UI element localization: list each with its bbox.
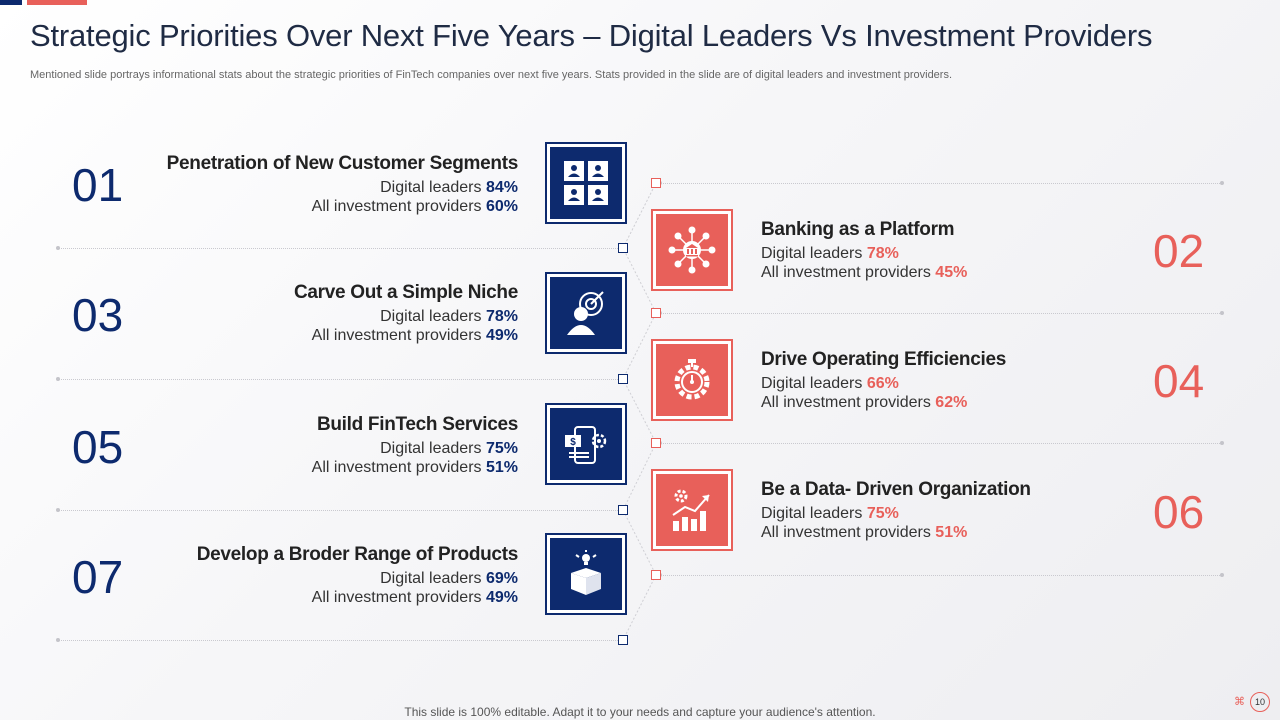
- product-box-icon-frame: [545, 533, 627, 615]
- efficiency-timer-icon: [656, 344, 728, 416]
- banking-network-icon: [656, 214, 728, 286]
- priority-block: Develop a Broder Range of Products Digit…: [196, 544, 519, 607]
- timeline-node: [618, 243, 628, 253]
- svg-text:$: $: [570, 437, 576, 448]
- timeline-node: [651, 570, 661, 580]
- slide-subtitle: Mentioned slide portrays informational s…: [30, 69, 953, 81]
- priority-block: Drive Operating Efficiencies Digital lea…: [761, 349, 1006, 412]
- timeline-node: [651, 308, 661, 318]
- priority-block: Carve Out a Simple Niche Digital leaders…: [294, 282, 518, 345]
- item-number: 05: [72, 421, 124, 473]
- priority-title: Be a Data- Driven Organization: [761, 479, 1031, 500]
- top-accent-red-bar: [27, 0, 87, 5]
- item-number: 06: [1153, 486, 1205, 538]
- investment-providers-stat: All investment providers 45%: [761, 264, 968, 281]
- product-box-icon: [550, 538, 622, 610]
- target-user-icon-frame: [545, 272, 627, 354]
- customer-segments-icon-frame: [545, 142, 627, 224]
- digital-leaders-stat: Digital leaders 75%: [380, 440, 518, 457]
- priority-block: Penetration of New Customer Segments Dig…: [166, 153, 519, 216]
- investment-providers-stat: All investment providers 49%: [311, 327, 518, 344]
- digital-leaders-stat: Digital leaders 66%: [761, 375, 899, 392]
- data-growth-chart-icon: [656, 474, 728, 546]
- digital-leaders-stat: Digital leaders 78%: [761, 245, 899, 262]
- item-number: 02: [1153, 225, 1205, 277]
- target-user-icon: [550, 277, 622, 349]
- priority-block: Build FinTech Services Digital leaders 7…: [311, 414, 519, 477]
- priority-title: Banking as a Platform: [761, 219, 955, 240]
- banking-network-icon-frame: [651, 209, 733, 291]
- item-number: 03: [72, 289, 124, 341]
- priority-block: Banking as a Platform Digital leaders 78…: [761, 219, 967, 282]
- timeline-node: [618, 505, 628, 515]
- priority-title: Carve Out a Simple Niche: [293, 282, 518, 303]
- priority-title: Drive Operating Efficiencies: [761, 349, 1007, 370]
- timeline-node: [651, 438, 661, 448]
- investment-providers-stat: All investment providers 51%: [311, 459, 518, 476]
- slide-corner-icon: ⌘: [1234, 696, 1245, 708]
- investment-providers-stat: All investment providers 62%: [761, 394, 968, 411]
- efficiency-timer-icon-frame: [651, 339, 733, 421]
- timeline-node: [618, 635, 628, 645]
- data-growth-chart-icon-frame: [651, 469, 733, 551]
- fintech-services-icon-frame: $: [545, 403, 627, 485]
- priority-title: Build FinTech Services: [316, 414, 518, 435]
- investment-providers-stat: All investment providers 51%: [761, 524, 968, 541]
- top-accent-blue-bar: [0, 0, 22, 5]
- digital-leaders-stat: Digital leaders 84%: [380, 179, 518, 196]
- priority-block: Be a Data- Driven Organization Digital l…: [761, 479, 1031, 542]
- customer-segments-icon: [550, 147, 622, 219]
- timeline-node: [618, 374, 628, 384]
- timeline-node: [651, 178, 661, 188]
- investment-providers-stat: All investment providers 60%: [311, 198, 518, 215]
- item-number: 01: [72, 159, 124, 211]
- priority-title: Penetration of New Customer Segments: [166, 153, 519, 174]
- digital-leaders-stat: Digital leaders 78%: [380, 308, 518, 325]
- investment-providers-stat: All investment providers 49%: [311, 589, 518, 606]
- item-number: 04: [1153, 355, 1205, 407]
- footer-note: This slide is 100% editable. Adapt it to…: [404, 705, 876, 719]
- digital-leaders-stat: Digital leaders 69%: [380, 570, 518, 587]
- priority-title: Develop a Broder Range of Products: [196, 544, 519, 565]
- item-number: 07: [72, 551, 124, 603]
- slide-title: Strategic Priorities Over Next Five Year…: [30, 18, 1153, 53]
- page-number: 10: [1250, 692, 1270, 712]
- digital-leaders-stat: Digital leaders 75%: [761, 505, 899, 522]
- fintech-services-icon: $: [550, 408, 622, 480]
